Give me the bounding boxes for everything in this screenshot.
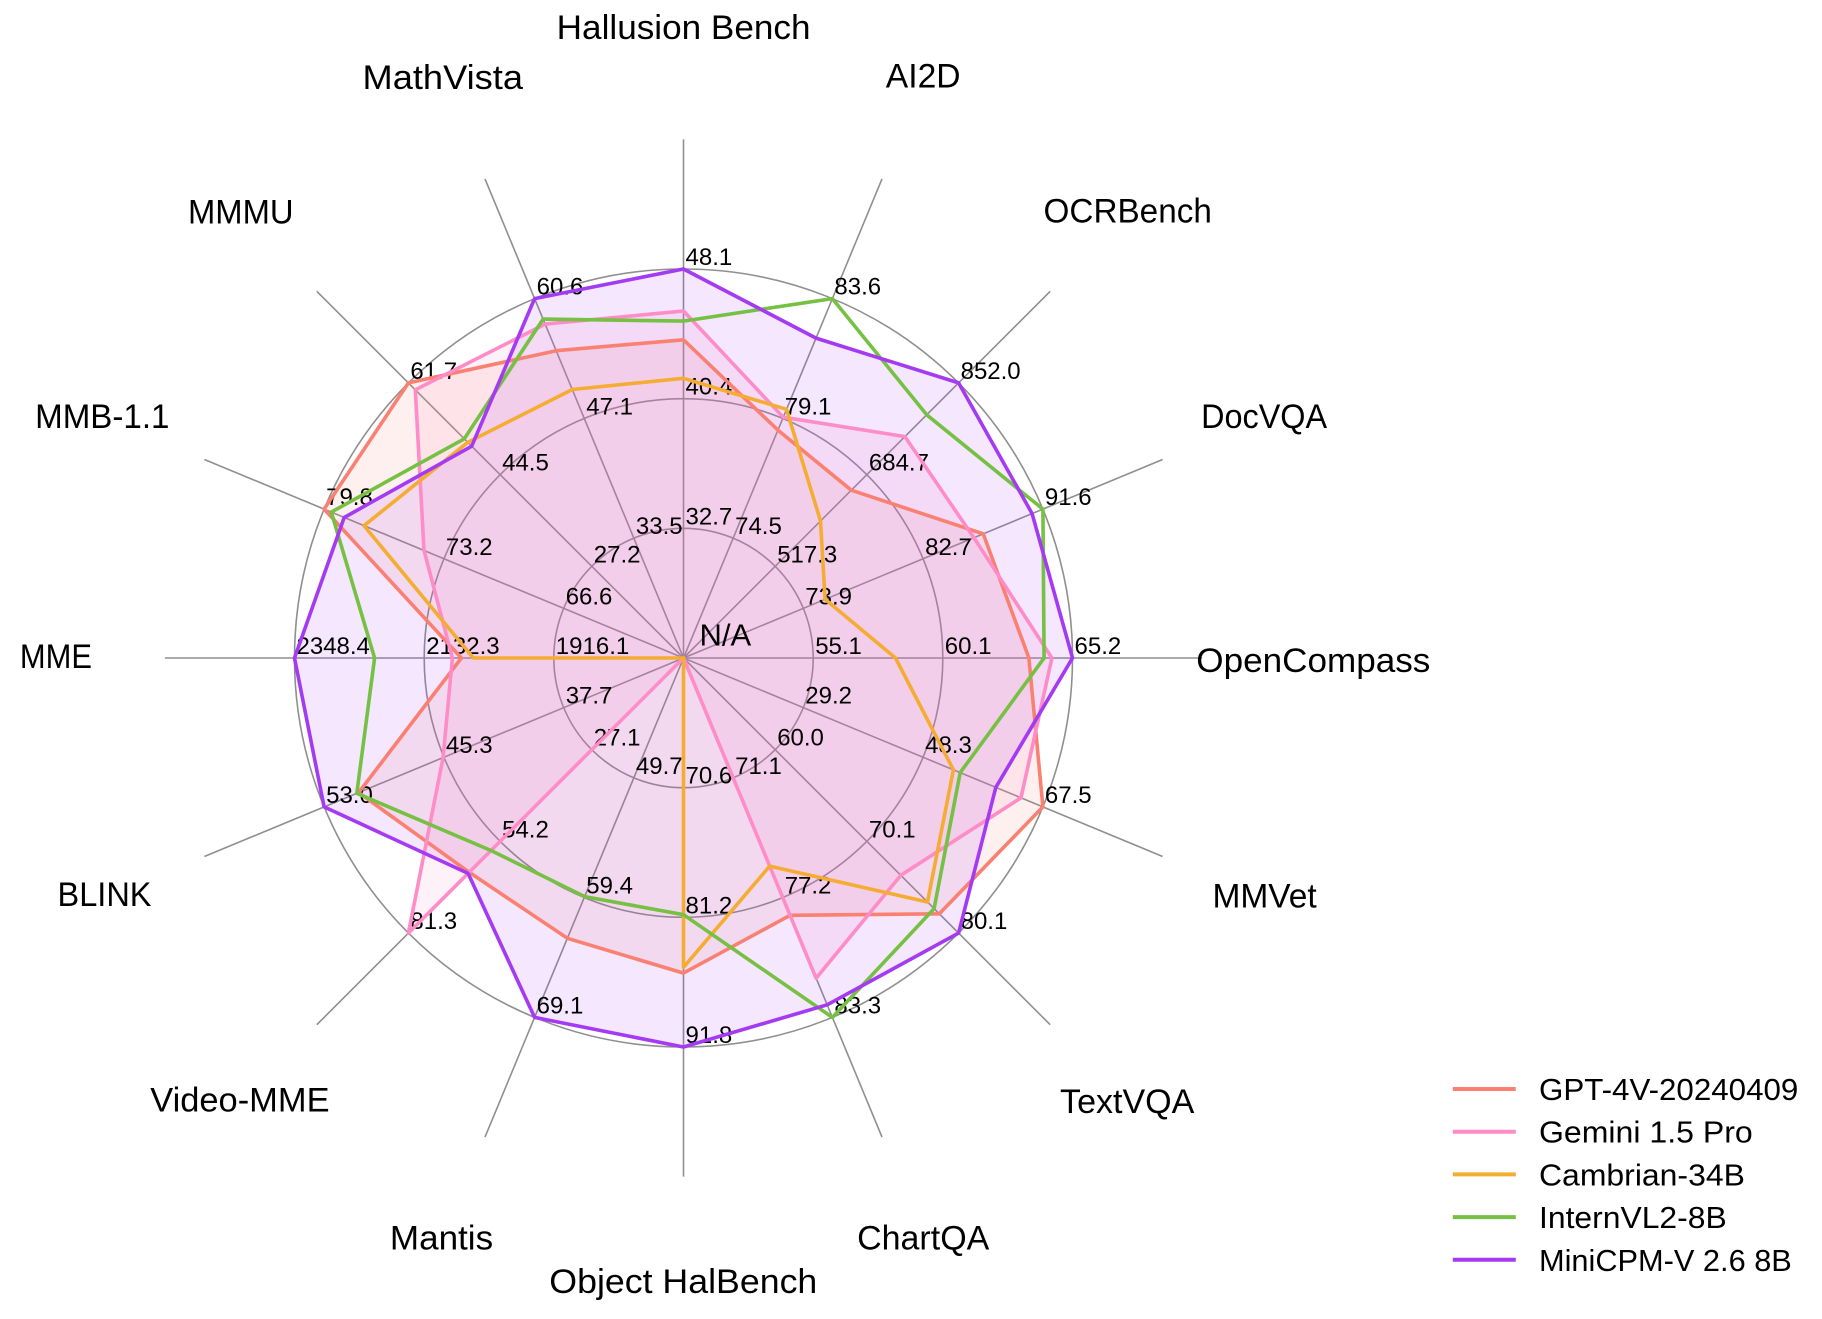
svg-text:73.2: 73.2: [446, 534, 493, 561]
svg-text:83.6: 83.6: [834, 274, 881, 301]
svg-text:37.7: 37.7: [566, 683, 613, 710]
svg-text:48.1: 48.1: [686, 244, 733, 271]
svg-text:81.2: 81.2: [686, 892, 733, 919]
svg-text:66.6: 66.6: [566, 583, 613, 610]
svg-text:TextVQA: TextVQA: [1060, 1083, 1195, 1121]
svg-text:Cambrian-34B: Cambrian-34B: [1539, 1157, 1745, 1192]
svg-text:45.3: 45.3: [446, 732, 493, 759]
svg-text:33.5: 33.5: [636, 513, 683, 540]
svg-text:MMMU: MMMU: [188, 194, 294, 232]
svg-text:Mantis: Mantis: [390, 1219, 493, 1257]
svg-text:65.2: 65.2: [1075, 633, 1122, 660]
svg-text:44.5: 44.5: [502, 450, 549, 477]
svg-text:2348.4: 2348.4: [297, 633, 370, 660]
svg-text:MathVista: MathVista: [363, 59, 524, 97]
svg-text:MiniCPM-V 2.6 8B: MiniCPM-V 2.6 8B: [1539, 1243, 1792, 1278]
svg-text:OCRBench: OCRBench: [1044, 193, 1212, 231]
svg-text:79.1: 79.1: [785, 393, 832, 420]
svg-text:ChartQA: ChartQA: [857, 1219, 990, 1257]
svg-text:71.1: 71.1: [735, 753, 782, 780]
svg-text:DocVQA: DocVQA: [1201, 398, 1327, 436]
svg-text:82.7: 82.7: [925, 534, 972, 561]
svg-text:GPT-4V-20240409: GPT-4V-20240409: [1539, 1072, 1798, 1107]
svg-text:49.7: 49.7: [636, 753, 683, 780]
svg-text:MMB-1.1: MMB-1.1: [35, 398, 169, 436]
svg-text:55.1: 55.1: [815, 633, 862, 660]
svg-text:91.6: 91.6: [1045, 484, 1092, 511]
svg-text:60.0: 60.0: [777, 725, 824, 752]
svg-text:59.4: 59.4: [586, 873, 633, 900]
svg-text:70.6: 70.6: [686, 763, 733, 790]
svg-text:AI2D: AI2D: [886, 57, 961, 95]
svg-text:60.1: 60.1: [945, 633, 992, 660]
svg-text:80.1: 80.1: [961, 908, 1008, 935]
svg-text:Object HalBench: Object HalBench: [549, 1263, 817, 1301]
svg-text:27.2: 27.2: [594, 541, 641, 568]
svg-text:852.0: 852.0: [961, 358, 1021, 385]
svg-text:BLINK: BLINK: [58, 876, 152, 914]
svg-text:517.3: 517.3: [777, 541, 837, 568]
svg-text:MMVet: MMVet: [1212, 877, 1317, 915]
svg-text:OpenCompass: OpenCompass: [1196, 642, 1430, 680]
svg-text:67.5: 67.5: [1045, 782, 1092, 809]
svg-text:48.3: 48.3: [925, 732, 972, 759]
svg-text:74.5: 74.5: [735, 513, 782, 540]
svg-text:70.1: 70.1: [869, 816, 916, 843]
svg-text:32.7: 32.7: [686, 503, 733, 530]
svg-text:Video-MME: Video-MME: [150, 1082, 329, 1120]
svg-text:29.2: 29.2: [805, 683, 852, 710]
svg-text:1916.1: 1916.1: [556, 633, 629, 660]
svg-text:Gemini 1.5 Pro: Gemini 1.5 Pro: [1539, 1115, 1753, 1150]
svg-text:InternVL2-8B: InternVL2-8B: [1539, 1200, 1727, 1235]
svg-text:MME: MME: [20, 638, 92, 676]
svg-text:N/A: N/A: [700, 618, 752, 653]
svg-text:47.1: 47.1: [586, 393, 633, 420]
svg-text:69.1: 69.1: [537, 992, 584, 1019]
svg-text:73.9: 73.9: [805, 583, 852, 610]
svg-text:684.7: 684.7: [869, 450, 929, 477]
svg-text:Hallusion Bench: Hallusion Bench: [557, 9, 811, 47]
